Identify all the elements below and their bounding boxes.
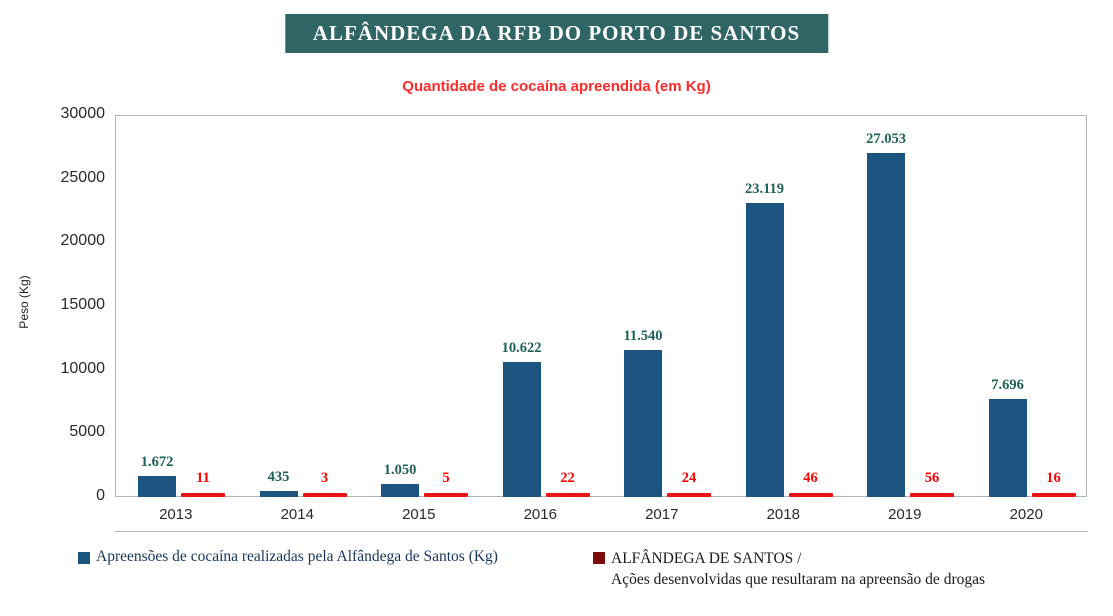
x-axis-category-label: 2020: [1009, 506, 1043, 523]
chart-subtitle: Quantidade de cocaína apreendida (em Kg): [402, 78, 711, 95]
x-axis-category-label: 2019: [888, 506, 922, 523]
x-axis-category-label: 2015: [402, 506, 436, 523]
bar-actions: [667, 493, 711, 497]
bar-cocaine-seized: [745, 203, 784, 497]
bar-cocaine-seized: [259, 491, 298, 497]
legend-label-seizures: Apreensões de cocaína realizadas pela Al…: [96, 548, 498, 565]
x-axis-category-label: 2017: [645, 506, 679, 523]
bar-cocaine-seized: [988, 399, 1027, 497]
x-axis-category-label: 2016: [523, 506, 557, 523]
bar-value-label: 27.053: [866, 131, 906, 147]
bar-actions: [545, 493, 590, 497]
x-axis-bottom-border: [115, 531, 1088, 532]
legend-item-seizures: Apreensões de cocaína realizadas pela Al…: [78, 548, 498, 566]
bar-value-label: 11.540: [623, 328, 663, 344]
bar-cocaine-seized: [138, 476, 176, 497]
bar-value-label: 435: [267, 469, 290, 485]
x-axis-category-label: 2013: [159, 506, 193, 523]
action-value-label: 24: [681, 470, 697, 486]
y-axis-tick-label: 10000: [60, 359, 106, 377]
bar-cocaine-seized: [867, 153, 905, 497]
bar-actions: [1031, 493, 1076, 497]
y-axis-tick-label: 20000: [60, 232, 106, 250]
x-axis-category-label: 2018: [766, 506, 800, 523]
legend-label-actions-line1: ALFÂNDEGA DE SANTOS /: [611, 550, 802, 567]
y-axis-tick-label: 30000: [60, 105, 106, 122]
action-value-label: 11: [196, 470, 210, 486]
bar-value-label: 7.696: [991, 377, 1024, 393]
legend-item-actions: ALFÂNDEGA DE SANTOS / Ações desenvolvida…: [593, 548, 985, 590]
legend-swatch-blue-icon: [78, 552, 90, 564]
bar-value-label: 10.622: [501, 340, 542, 356]
legend-label-actions: ALFÂNDEGA DE SANTOS / Ações desenvolvida…: [611, 548, 985, 590]
action-value-label: 3: [320, 470, 329, 486]
action-value-label: 46: [803, 470, 818, 486]
x-axis-category-label: 2014: [280, 506, 314, 523]
action-value-label: 5: [442, 470, 450, 486]
bar-cocaine-seized: [381, 484, 419, 497]
bar-cocaine-seized: [624, 350, 662, 497]
bar-value-label: 23.119: [744, 181, 785, 197]
y-axis-tick-label: 0: [96, 487, 105, 504]
y-axis-tick-label: 15000: [60, 296, 106, 313]
action-value-label: 16: [1046, 470, 1061, 486]
y-axis-tick-label: 5000: [69, 423, 105, 441]
action-value-label: 22: [560, 470, 575, 486]
y-axis-tick-label: 25000: [60, 168, 106, 186]
bar-value-label: 1.050: [383, 462, 417, 478]
chart-title: ALFÂNDEGA DA RFB DO PORTO DE SANTOS: [284, 14, 829, 53]
bar-actions: [302, 493, 347, 497]
bar-cocaine-seized: [502, 362, 541, 497]
bar-actions: [788, 493, 833, 497]
legend-swatch-red-icon: [593, 552, 605, 564]
bar-value-label: 1.672: [140, 454, 174, 470]
bar-actions: [181, 493, 225, 497]
legend-label-actions-line2: Ações desenvolvidas que resultaram na ap…: [611, 571, 986, 588]
plot-area: [115, 115, 1087, 497]
bar-actions: [910, 493, 954, 497]
action-value-label: 56: [924, 470, 940, 486]
bar-actions: [424, 493, 468, 497]
